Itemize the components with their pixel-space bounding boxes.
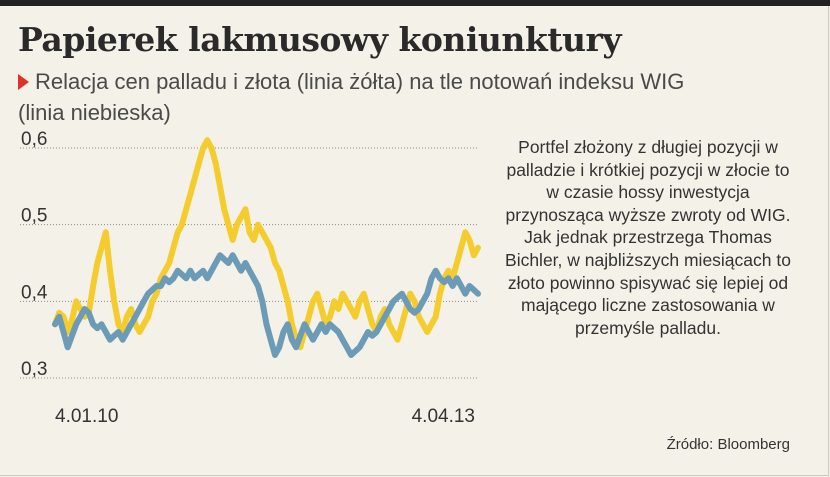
x-tick-label: 4.04.13 (412, 406, 475, 427)
series-lines (52, 137, 481, 358)
gridlines (20, 147, 478, 379)
subtitle-text: Relacja cen palladu i złota (linia żółta… (18, 69, 685, 125)
y-tick-label: 0,5 (21, 206, 47, 227)
top-rule (0, 0, 830, 6)
x-tick-label: 4.01.10 (55, 406, 118, 427)
y-tick-labels: 0,6 0,5 0,4 0,3 (21, 130, 48, 380)
wig-series-line (52, 252, 481, 358)
y-tick-label: 0,4 (21, 282, 48, 303)
y-tick-label: 0,3 (21, 359, 47, 380)
line-chart: 0,6 0,5 0,4 0,3 4.01.10 4.04.13 (20, 130, 481, 427)
red-triangle-icon (18, 74, 29, 90)
source-credit: Źródło: Bloomberg (666, 436, 790, 453)
x-tick-labels: 4.01.10 4.04.13 (55, 406, 475, 427)
y-tick-label: 0,6 (21, 130, 47, 150)
commentary-text: Portfel złożony z długiej pozycji w pall… (505, 137, 791, 338)
chart-title: Papierek lakmusowy koniunktury (18, 20, 622, 59)
chart-subtitle: Relacja cen palladu i złota (linia żółta… (18, 66, 698, 128)
